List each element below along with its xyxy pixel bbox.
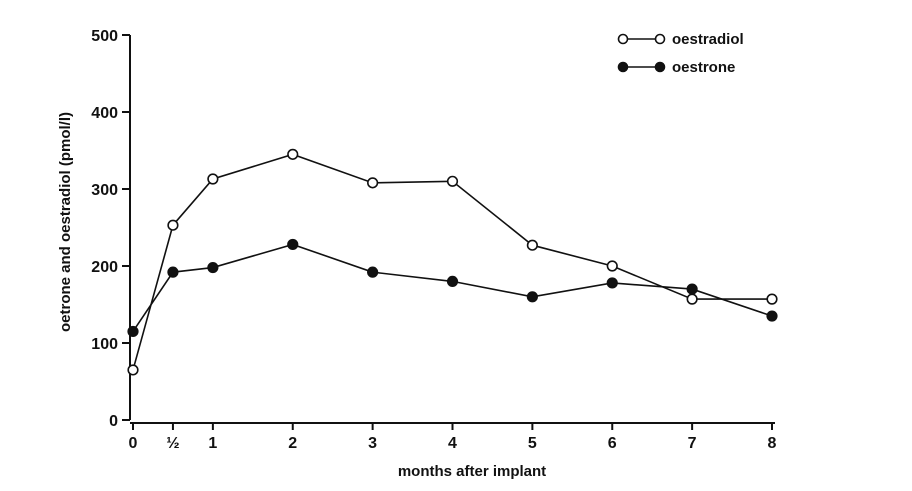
y-tick-label: 500 xyxy=(91,28,118,45)
y-tick-label: 300 xyxy=(91,182,118,199)
x-tick-label: ½ xyxy=(166,435,179,452)
data-point-oestrone xyxy=(207,261,219,274)
legend-marker-oestrone xyxy=(654,61,666,73)
data-point-oestrone xyxy=(367,266,379,278)
y-tick-label: 200 xyxy=(91,259,118,276)
data-point-oestradiol xyxy=(207,173,219,185)
x-tick-label: 2 xyxy=(288,435,297,452)
plot-area xyxy=(127,148,778,376)
legend-marker-oestrone xyxy=(617,61,629,73)
legend-label-oestradiol: oestradiol xyxy=(672,31,744,48)
x-ticks: 0 ½ 1 2 3 4 5 6 7 8 xyxy=(129,423,777,452)
legend-marker-oestradiol xyxy=(654,33,666,45)
x-tick-label: 6 xyxy=(608,435,617,452)
data-point-oestradiol xyxy=(287,148,299,160)
x-tick-label: 8 xyxy=(768,435,777,452)
y-ticks: 0 100 200 300 400 500 xyxy=(91,28,130,430)
data-point-oestradiol xyxy=(446,175,459,187)
data-point-oestrone xyxy=(526,291,538,303)
data-point-oestrone xyxy=(127,325,139,338)
x-axis: 0 ½ 1 2 3 4 5 6 7 8 months after implant xyxy=(129,422,777,480)
data-point-oestrone xyxy=(446,275,459,288)
x-tick-label: 1 xyxy=(208,435,217,452)
data-point-oestrone xyxy=(287,238,299,251)
legend: oestradiol oestrone xyxy=(617,31,744,76)
series-line-oestrone xyxy=(132,243,773,332)
data-point-oestrone xyxy=(766,310,778,322)
legend-item-oestrone: oestrone xyxy=(617,59,735,76)
legend-label-oestrone: oestrone xyxy=(672,59,735,76)
x-tick-label: 4 xyxy=(448,435,457,452)
y-tick-label: 0 xyxy=(109,413,118,430)
data-point-oestradiol xyxy=(367,177,379,189)
y-axis: 0 100 200 300 400 500 oetrone and oestradiol … xyxy=(57,28,131,430)
data-point-oestradiol xyxy=(127,364,139,376)
y-axis-title: oetrone and oestradiol (pmol/l) xyxy=(57,112,74,332)
x-tick-label: 7 xyxy=(688,435,697,452)
legend-marker-oestradiol xyxy=(617,33,629,45)
data-point-oestrone xyxy=(606,277,618,289)
x-tick-label: 0 xyxy=(129,435,138,452)
data-point-oestradiol xyxy=(526,239,538,251)
data-point-oestrone xyxy=(167,266,179,278)
data-point-oestradiol xyxy=(766,293,778,305)
y-tick-label: 100 xyxy=(91,336,118,353)
x-tick-label: 5 xyxy=(528,435,537,452)
x-axis-title: months after implant xyxy=(398,463,546,480)
data-point-oestradiol xyxy=(167,219,179,231)
data-point-oestrone xyxy=(686,283,698,295)
series-line-oestradiol xyxy=(132,153,772,371)
x-tick-label: 3 xyxy=(368,435,377,452)
y-tick-label: 400 xyxy=(91,105,118,122)
legend-item-oestradiol: oestradiol xyxy=(617,31,744,48)
data-point-oestradiol xyxy=(606,260,618,272)
data-point-oestradiol xyxy=(686,293,698,305)
